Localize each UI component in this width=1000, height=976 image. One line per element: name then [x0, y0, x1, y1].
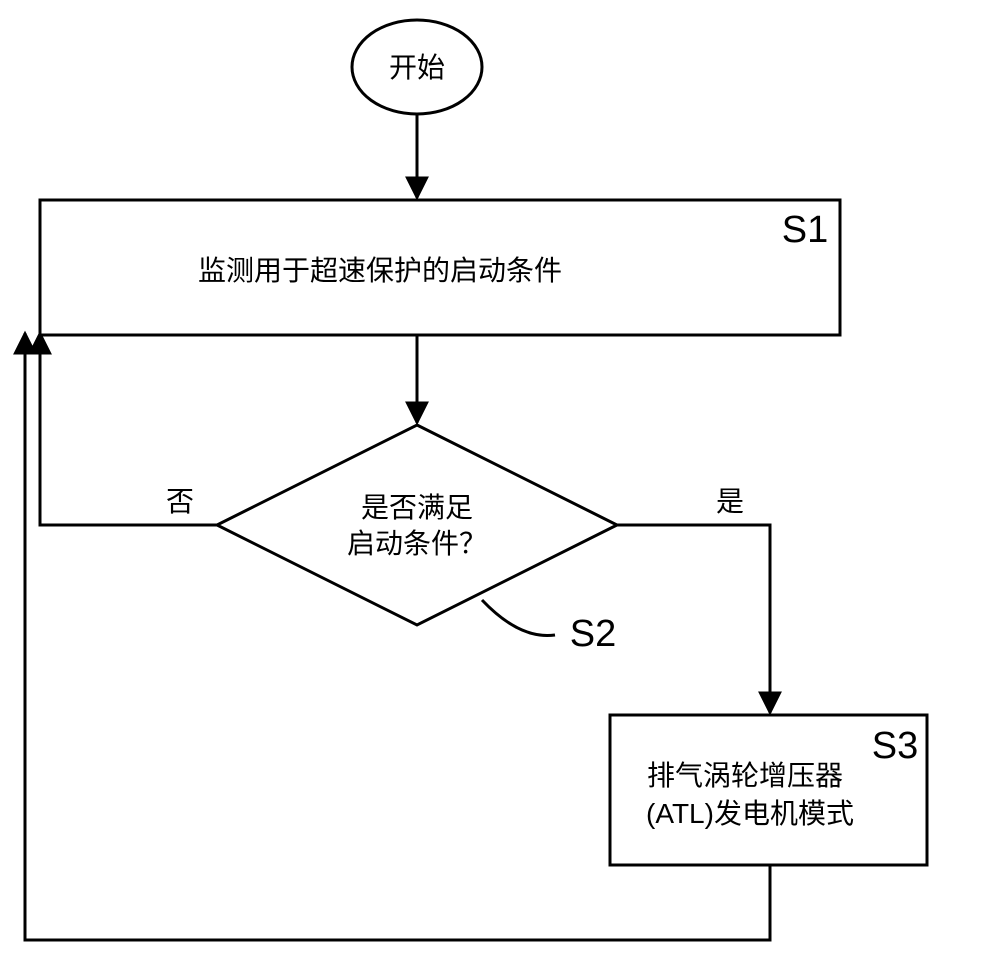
s3-tag: S3 — [860, 722, 930, 771]
s2-label-line1: 是否满足 — [317, 490, 517, 526]
s2-tag: S2 — [558, 610, 628, 659]
s3-label-line2: (ATL)发电机模式 — [620, 796, 880, 832]
s2-tag-leader — [482, 600, 555, 636]
s1-label: 监测用于超速保护的启动条件 — [120, 253, 640, 289]
edge-no-label: 否 — [150, 484, 210, 520]
start-label: 开始 — [352, 50, 482, 86]
edge-s3-to-s1 — [25, 333, 770, 940]
edge-s2-yes-to-s3 — [617, 525, 770, 713]
edge-yes-label: 是 — [700, 484, 760, 520]
s3-label-line1: 排气涡轮增压器 — [620, 758, 870, 794]
s1-tag: S1 — [770, 206, 840, 255]
s2-label-line2: 启动条件？ — [317, 526, 517, 562]
